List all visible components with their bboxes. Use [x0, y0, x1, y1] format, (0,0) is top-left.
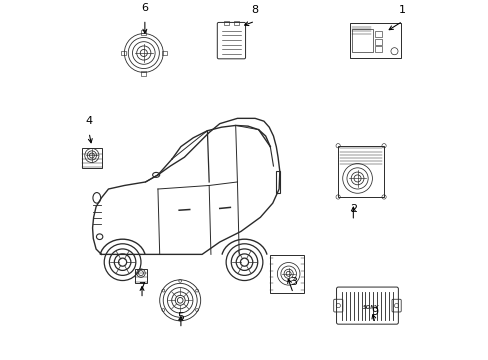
Bar	[141, 71, 146, 76]
Text: 6: 6	[141, 3, 148, 13]
Text: SONY: SONY	[362, 305, 378, 310]
Bar	[223, 21, 228, 24]
Text: 8: 8	[251, 5, 258, 15]
Bar	[141, 30, 146, 35]
Bar	[134, 269, 147, 283]
Bar	[276, 171, 279, 193]
Bar	[374, 46, 381, 52]
Bar	[352, 29, 372, 52]
Bar	[374, 31, 381, 37]
Text: 4: 4	[85, 116, 92, 126]
Text: 9: 9	[371, 307, 378, 317]
Bar	[349, 23, 400, 58]
Bar	[162, 50, 166, 55]
Text: 5: 5	[177, 312, 184, 322]
Text: 3: 3	[289, 277, 296, 287]
Bar	[82, 148, 102, 168]
Text: 2: 2	[349, 204, 356, 215]
Text: 1: 1	[399, 5, 406, 15]
Bar	[269, 255, 304, 293]
Bar	[337, 146, 383, 197]
Bar	[374, 39, 381, 45]
Text: 7: 7	[138, 282, 145, 292]
Bar	[121, 50, 125, 55]
Bar	[234, 21, 239, 24]
